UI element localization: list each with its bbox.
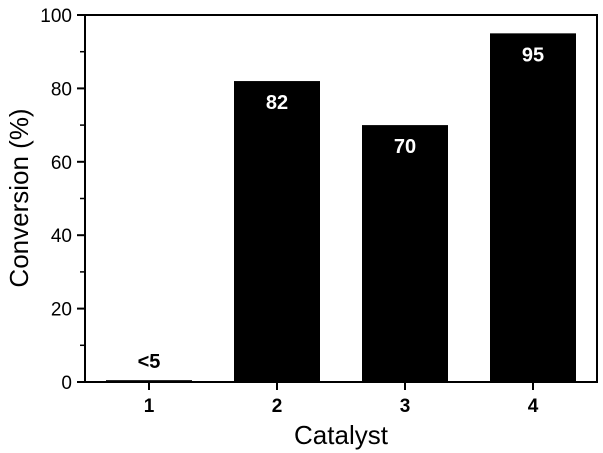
y-axis-ticks: 0 20 40 60 80 100 — [40, 6, 85, 394]
data-labels-group: <5 82 70 95 — [138, 44, 545, 373]
y-tick-label: 80 — [51, 79, 72, 100]
bars-group — [106, 33, 576, 382]
y-tick-label: 60 — [51, 153, 72, 174]
x-tick-label: 3 — [400, 396, 411, 417]
x-tick-label: 4 — [528, 396, 539, 417]
data-label-catalyst-3: 70 — [394, 136, 416, 158]
y-tick-label: 40 — [51, 226, 72, 247]
y-axis-title: Conversion (%) — [4, 108, 34, 287]
bar-catalyst-4 — [490, 33, 576, 382]
y-tick-label: 100 — [40, 6, 72, 27]
x-axis-ticks: 1 2 3 4 — [144, 382, 539, 417]
data-label-catalyst-2: 82 — [266, 92, 288, 114]
y-tick-label: 20 — [51, 300, 72, 321]
x-axis-title: Catalyst — [294, 420, 389, 450]
data-label-catalyst-4: 95 — [522, 44, 544, 66]
bar-catalyst-3 — [362, 125, 448, 382]
data-label-catalyst-1: <5 — [138, 351, 161, 373]
x-tick-label: 1 — [144, 396, 155, 417]
y-tick-label: 0 — [61, 373, 72, 394]
bar-catalyst-2 — [234, 81, 320, 382]
x-tick-label: 2 — [272, 396, 283, 417]
